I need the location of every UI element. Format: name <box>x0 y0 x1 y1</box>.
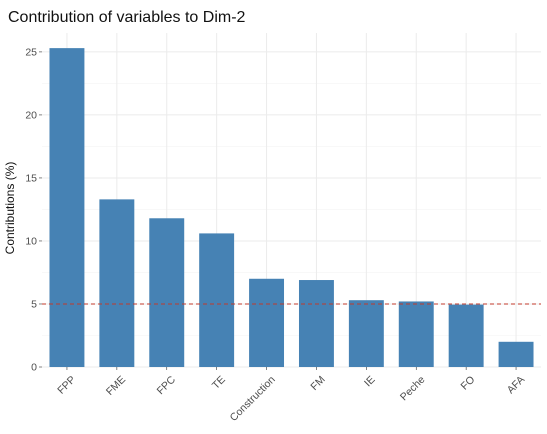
bar-fpp <box>49 48 85 368</box>
y-tick-label: 20 <box>25 109 37 121</box>
bar-fm <box>298 280 334 367</box>
chart-title: Contribution of variables to Dim-2 <box>8 9 246 26</box>
y-tick-label: 0 <box>31 362 37 374</box>
bar-fpc <box>149 218 185 367</box>
y-tick-label: 25 <box>25 46 37 58</box>
x-tick-label: Peche <box>398 374 428 404</box>
bar-ie <box>348 300 384 367</box>
y-tick-label: 5 <box>31 298 37 310</box>
bar-fme <box>99 199 135 367</box>
bar-afa <box>498 341 534 367</box>
x-tick-label: FM <box>308 374 327 393</box>
y-tick-label: 15 <box>25 172 37 184</box>
x-tick-label: Construction <box>228 374 278 424</box>
y-axis-title: Contributions (%) <box>3 162 17 255</box>
bar-layer <box>49 48 534 368</box>
bar-te <box>199 233 235 367</box>
x-tick-label: FME <box>104 374 128 398</box>
x-tick-label: IE <box>362 374 378 390</box>
x-tick-label: AFA <box>505 374 528 397</box>
bar-fo <box>448 304 484 367</box>
bar-construction <box>249 278 285 367</box>
x-tick-label: FPC <box>155 373 179 397</box>
x-tick-label: FO <box>459 374 478 393</box>
bar-peche <box>398 301 434 367</box>
y-tick-label: 10 <box>25 235 37 247</box>
x-tick-label: FPP <box>55 374 78 397</box>
x-tick-label: TE <box>210 374 228 392</box>
